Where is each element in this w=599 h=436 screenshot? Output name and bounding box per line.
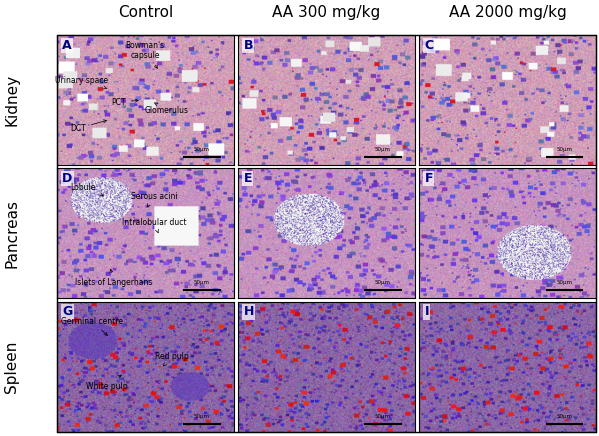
Text: Spleen: Spleen: [4, 341, 20, 393]
Text: C: C: [425, 39, 434, 52]
Text: Serous acini: Serous acini: [131, 192, 177, 207]
Text: AA 2000 mg/kg: AA 2000 mg/kg: [449, 5, 567, 20]
Text: Bowman's
capsule: Bowman's capsule: [126, 41, 165, 68]
Text: 50μm: 50μm: [375, 280, 391, 285]
Text: Intralobular duct: Intralobular duct: [122, 218, 186, 233]
Text: B: B: [243, 39, 253, 52]
Text: 50μm: 50μm: [556, 414, 572, 419]
Text: Kidney: Kidney: [4, 74, 20, 126]
Text: 50μm: 50μm: [194, 280, 210, 285]
Text: 50μm: 50μm: [556, 280, 572, 285]
Text: DCT: DCT: [70, 120, 107, 133]
Text: A: A: [62, 39, 72, 52]
Text: AA 300 mg/kg: AA 300 mg/kg: [273, 5, 380, 20]
Text: 50μm: 50μm: [375, 414, 391, 419]
Text: 50μm: 50μm: [375, 147, 391, 152]
Text: Glomerulus: Glomerulus: [144, 103, 189, 115]
Text: Islets of Langerhans: Islets of Langerhans: [75, 269, 152, 287]
Text: F: F: [425, 172, 433, 185]
Text: Red pulp: Red pulp: [155, 352, 189, 366]
Text: Control: Control: [117, 5, 173, 20]
Text: 50μm: 50μm: [556, 147, 572, 152]
Text: Lobule: Lobule: [71, 183, 103, 196]
Text: G: G: [62, 306, 72, 318]
Text: White pulp: White pulp: [86, 375, 127, 391]
Text: 50μm: 50μm: [194, 414, 210, 419]
Text: H: H: [243, 306, 254, 318]
Text: 50μm: 50μm: [194, 147, 210, 152]
Text: Urinary space: Urinary space: [55, 76, 108, 89]
Text: I: I: [425, 306, 429, 318]
Text: PCT: PCT: [111, 98, 138, 107]
Text: Pancreas: Pancreas: [4, 199, 20, 268]
Text: Germinal centre: Germinal centre: [61, 317, 123, 336]
Text: E: E: [243, 172, 252, 185]
Text: D: D: [62, 172, 72, 185]
